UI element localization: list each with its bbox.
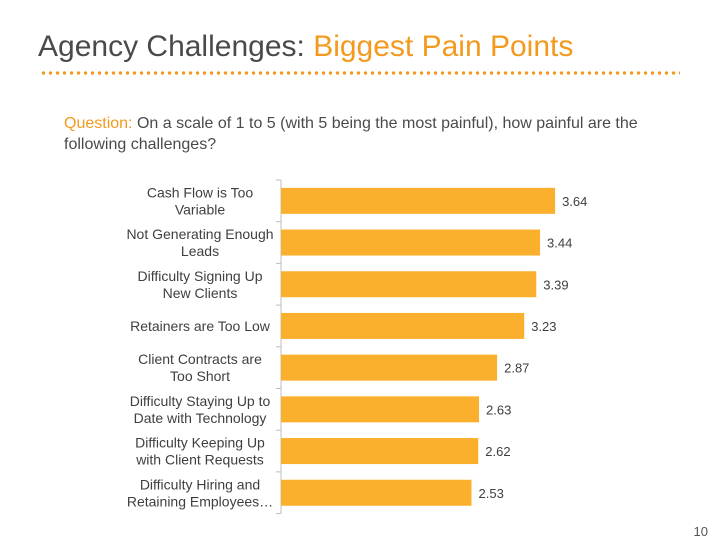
category-label-3: Difficulty Signing Up New Clients [137, 268, 262, 301]
category-label-line: Not Generating Enough [126, 226, 273, 242]
category-label-1: Cash Flow is Too Variable [147, 184, 254, 217]
category-label-8: Difficulty Hiring and Retaining Employees… [127, 476, 273, 509]
question-label: Question: [64, 115, 133, 132]
value-label-2: 3.44 [547, 236, 572, 251]
category-label-line: Too Short [170, 368, 230, 384]
category-label-line: Difficulty Staying Up to [130, 393, 271, 409]
slide-title: Agency Challenges: Biggest Pain Points [38, 30, 573, 64]
bar-1 [281, 187, 556, 214]
bar-5 [281, 354, 498, 381]
category-label-line: Difficulty Hiring and [140, 476, 260, 492]
title-main: Agency Challenges: [38, 30, 305, 63]
bar-7 [281, 438, 479, 465]
category-label-line: Cash Flow is Too [147, 184, 254, 200]
title-accent: Biggest Pain Points [313, 30, 574, 63]
value-label-7: 2.62 [485, 444, 510, 459]
value-label-4: 3.23 [531, 319, 556, 334]
bar-3 [281, 271, 537, 298]
value-label-1: 3.64 [562, 194, 587, 209]
bar-6 [281, 396, 480, 423]
value-label-5: 2.87 [504, 361, 529, 376]
value-label-3: 3.39 [543, 277, 568, 292]
category-label-line: Difficulty Signing Up [137, 268, 262, 284]
title-divider [40, 71, 680, 75]
category-label-line: Client Contracts are [138, 351, 262, 367]
page-number: 10 [693, 524, 708, 539]
category-label-line: with Client Requests [135, 452, 264, 468]
category-label-line: Date with Technology [134, 410, 267, 426]
value-label-6: 2.63 [486, 402, 511, 417]
category-label-6: Difficulty Staying Up to Date with Techno… [130, 393, 271, 426]
value-label-8: 2.53 [479, 486, 504, 501]
question-text: Question: On a scale of 1 to 5 (with 5 b… [64, 113, 684, 155]
bar-2 [281, 229, 541, 256]
category-label-line: Variable [175, 201, 226, 217]
category-label-2: Not Generating Enough Leads [126, 226, 273, 259]
category-label-7: Difficulty Keeping Up with Client Request… [135, 435, 265, 468]
category-label-5: Client Contracts are Too Short [138, 351, 262, 384]
bar-4 [281, 312, 525, 339]
category-label-line: Leads [181, 243, 219, 259]
question-body: On a scale of 1 to 5 (with 5 being the m… [64, 115, 638, 153]
category-label-line: Retaining Employees… [127, 493, 273, 509]
category-label-line: Difficulty Keeping Up [135, 435, 265, 451]
bar-8 [281, 479, 472, 506]
category-label-line: Retainers are Too Low [130, 318, 271, 334]
category-label-line: New Clients [163, 285, 238, 301]
category-label-4: Retainers are Too Low [130, 318, 271, 334]
